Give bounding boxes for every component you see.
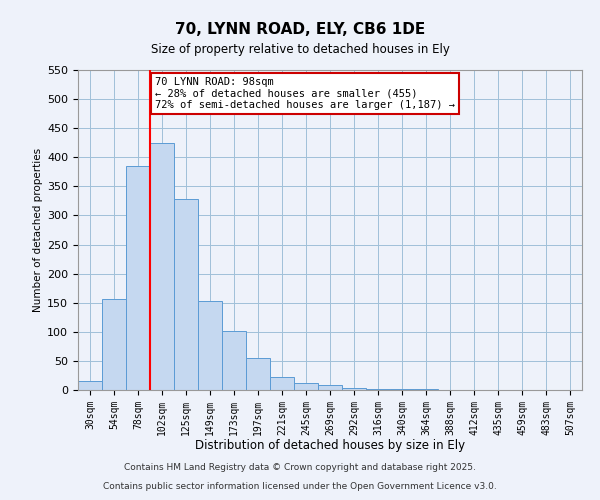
Bar <box>294 383 318 390</box>
Bar <box>126 166 150 390</box>
Text: 70, LYNN ROAD, ELY, CB6 1DE: 70, LYNN ROAD, ELY, CB6 1DE <box>175 22 425 38</box>
Bar <box>366 389 390 390</box>
Bar <box>198 301 222 390</box>
Text: 70 LYNN ROAD: 98sqm
← 28% of detached houses are smaller (455)
72% of semi-detac: 70 LYNN ROAD: 98sqm ← 28% of detached ho… <box>155 77 455 110</box>
Y-axis label: Number of detached properties: Number of detached properties <box>33 148 43 312</box>
Bar <box>318 386 342 390</box>
Bar <box>342 388 366 390</box>
Bar <box>78 382 102 390</box>
Text: Size of property relative to detached houses in Ely: Size of property relative to detached ho… <box>151 42 449 56</box>
Bar <box>150 142 174 390</box>
Bar <box>270 377 294 390</box>
Bar <box>246 358 270 390</box>
Bar <box>102 298 126 390</box>
X-axis label: Distribution of detached houses by size in Ely: Distribution of detached houses by size … <box>195 439 465 452</box>
Bar <box>222 330 246 390</box>
Text: Contains HM Land Registry data © Crown copyright and database right 2025.: Contains HM Land Registry data © Crown c… <box>124 464 476 472</box>
Text: Contains public sector information licensed under the Open Government Licence v3: Contains public sector information licen… <box>103 482 497 491</box>
Bar <box>174 199 198 390</box>
